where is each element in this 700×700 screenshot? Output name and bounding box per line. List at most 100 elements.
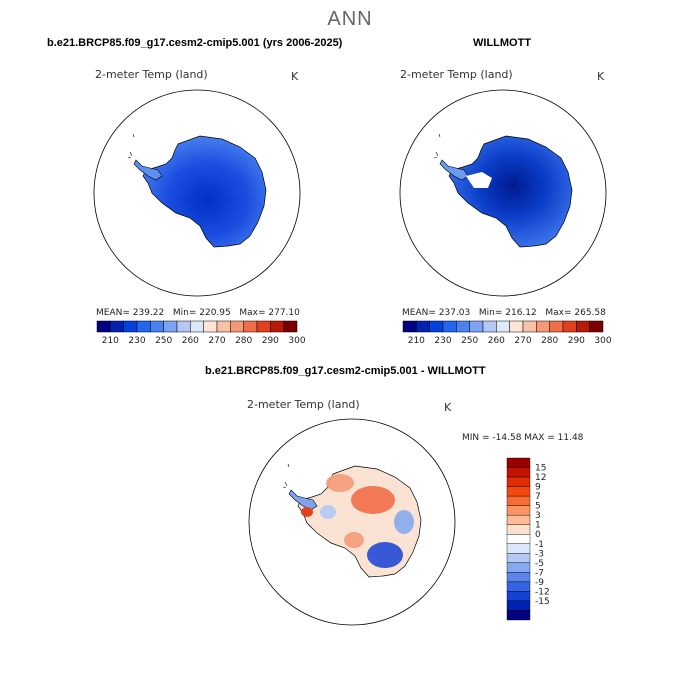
panel-2-colorbar-swatch: [429, 320, 444, 333]
panel-3-colorbar-tick-label: -9: [535, 578, 544, 588]
panel-3-peninsula: [288, 489, 318, 511]
panel-1-colorbar-swatch: [230, 320, 244, 333]
panel-1-colorbar-swatch: [243, 320, 258, 333]
panel-1-colorbar-tick-label: 230: [128, 336, 145, 346]
panel-2-colorbar-swatch: [589, 320, 604, 333]
panel-2-colorbar-swatch: [549, 320, 564, 333]
panel-2-colorbar-swatch: [456, 320, 470, 333]
panel-3-colorbar-swatch: [506, 572, 531, 583]
panel-2-colorbar-tick-label: 210: [408, 336, 425, 346]
panel-1-colorbar-tick-label: 290: [262, 336, 279, 346]
page-title: ANN: [327, 8, 373, 30]
panel-3-colorbar-tick-label: 12: [535, 473, 546, 483]
panel-1-min-value: 220.95: [199, 308, 231, 318]
panel-2-colorbar-tick-label: 250: [461, 336, 478, 346]
panel-1-colorbar-tick-label: 300: [288, 336, 305, 346]
panel-3-map: [248, 418, 456, 626]
panel-1-colorbar: 210 230 250 260 270 280 290 300: [96, 320, 306, 346]
panel-2-mean-label: MEAN=: [402, 308, 436, 318]
panel-3-colorbar-swatch: [506, 553, 531, 564]
panel-3-units: K: [444, 401, 452, 414]
panel-2-colorbar-swatch: [482, 320, 497, 333]
panel-3-colorbar-swatch: [506, 457, 531, 468]
panel-1-colorbar-tick-label: 250: [155, 336, 172, 346]
panel-1-peninsula: [133, 159, 163, 181]
panel-1-colorbar-swatch: [216, 320, 231, 333]
panel-2-colorbar-swatch: [522, 320, 537, 333]
panel-1-colorbar-swatch: [110, 320, 124, 333]
panel-1-header: b.e21.BRCP85.f09_g17.cesm2-cmip5.001 (yr…: [47, 37, 343, 49]
panel-1-mean-label: MEAN=: [96, 308, 130, 318]
panel-2-header: WILLMOTT: [473, 37, 532, 49]
panel-3-colorbar-tick-label: 15: [535, 464, 546, 474]
panel-2-islands: [433, 133, 441, 159]
panel-1-mean-value: 239.22: [132, 308, 165, 318]
panel-3-cold-blob: [367, 542, 403, 568]
panel-3-colorbar-tick-label: -1: [535, 540, 544, 550]
panel-3-colorbar-swatch: [506, 610, 531, 621]
panel-2-min-label: Min=: [478, 308, 503, 318]
panel-3-warm-blob: [351, 486, 395, 514]
panel-2-max-label: Max=: [545, 308, 572, 318]
panel-1-map: [93, 89, 301, 297]
panel-2-antarctica: [448, 135, 573, 248]
panel-1-colorbar-swatch: [270, 320, 284, 333]
panel-3-colorbar-tick-label: 5: [535, 502, 541, 512]
panel-3-colorbar-tick-label: -7: [535, 568, 544, 578]
panel-2-map: [399, 89, 607, 297]
panel-3-colorbar-tick-label: 9: [535, 483, 541, 493]
panel-3-colorbar-swatch: [506, 505, 531, 516]
panel-3-colorbar-swatch: [506, 467, 531, 478]
panel-3-colorbar-swatch: [506, 534, 531, 544]
panel-2-ice-shelf: [466, 172, 492, 188]
panel-3-colorbar-swatch: [506, 524, 531, 535]
panel-2-min-value: 216.12: [505, 308, 537, 318]
panel-3-colorbar-tick-label: -5: [535, 559, 544, 569]
panel-3-header: b.e21.BRCP85.f09_g17.cesm2-cmip5.001 - W…: [205, 365, 486, 377]
panel-3-colorbar-tick-label: 3: [535, 511, 541, 521]
panel-3-islands: [282, 463, 290, 489]
panel-2-variable: 2-meter Temp (land): [400, 68, 513, 81]
panel-3-warm-blob: [301, 507, 313, 517]
panel-1-max-value: 277.10: [268, 308, 300, 318]
panel-1-colorbar-tick-label: 280: [235, 336, 252, 346]
panel-3-colorbar-swatch: [506, 581, 531, 592]
panel-3-colorbar-tick-label: 7: [535, 492, 541, 502]
panel-2-colorbar-swatch: [496, 320, 510, 333]
panel-3-colorbar-swatch: [506, 486, 531, 497]
panel-3-colorbar-swatch: [506, 591, 531, 602]
panel-1-stats: MEAN= 239.22 Min= 220.95 Max= 277.10: [96, 308, 300, 318]
panel-3-warm-blob: [326, 474, 354, 492]
panel-3-colorbar-swatch: [506, 562, 531, 573]
panel-3-colorbar-swatch: [506, 514, 531, 525]
panel-1-min-label: Min=: [172, 308, 197, 318]
panel-1-colorbar-tick-label: 260: [182, 336, 199, 346]
panel-3-colorbar-tick-label: -15: [535, 597, 550, 607]
panel-2-colorbar: 210 230 250 260 270 280 290 300: [402, 320, 612, 346]
panel-3-variable: 2-meter Temp (land): [247, 398, 360, 411]
panel-1-colorbar-swatch: [136, 320, 151, 333]
panel-3-colorbar-swatch: [506, 495, 531, 506]
panel-1-colorbar-tick-label: 270: [208, 336, 225, 346]
panel-2-colorbar-swatch: [562, 320, 577, 333]
panel-2-colorbar-swatch: [536, 320, 550, 333]
panel-3-warm-blob: [344, 532, 364, 548]
panel-1-max-label: Max=: [239, 308, 266, 318]
panel-3-cold-blob: [320, 505, 336, 519]
panel-2-colorbar-swatch: [442, 320, 457, 333]
panel-1-colorbar-swatch: [176, 320, 191, 333]
panel-2-colorbar-tick-label: 230: [434, 336, 451, 346]
panel-1-islands: [127, 133, 135, 159]
panel-1-colorbar-swatch: [163, 320, 178, 333]
panel-2-colorbar-swatch: [576, 320, 590, 333]
panel-3-colorbar-tick-label: -3: [535, 549, 544, 559]
panel-2-colorbar-swatch: [402, 320, 417, 333]
panel-3-colorbar-tick-label: 1: [535, 521, 541, 531]
panel-1-colorbar-swatch: [283, 320, 298, 333]
panel-2-colorbar-tick-label: 260: [488, 336, 505, 346]
panel-2-colorbar-swatch: [509, 320, 524, 333]
panel-2-max-value: 265.58: [574, 308, 606, 318]
panel-3-cold-blob: [394, 510, 414, 534]
